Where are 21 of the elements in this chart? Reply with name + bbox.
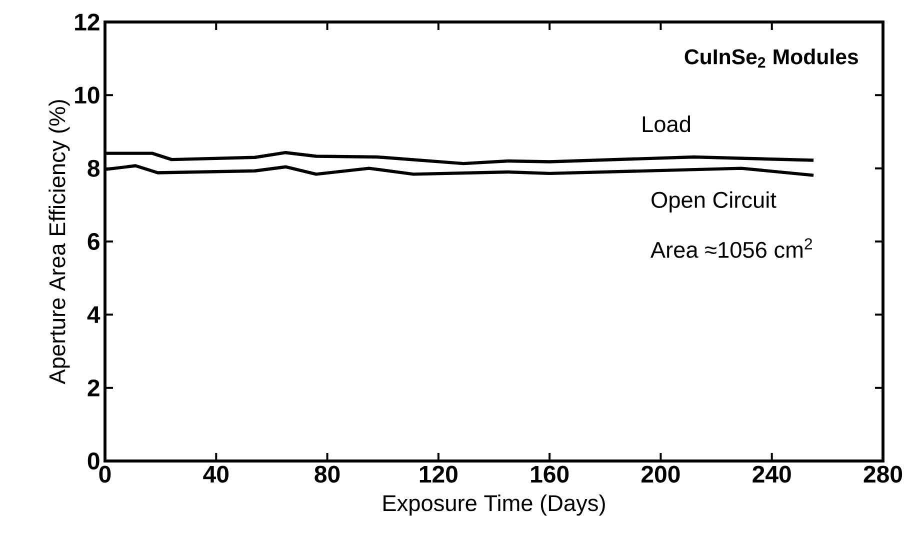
chart-title: CuInSe$_{2}$ Modules — [684, 48, 858, 68]
x-tick-label: 160 — [531, 466, 569, 483]
x-tick-label: 240 — [752, 466, 791, 483]
y-tick-label: 0 — [88, 452, 100, 470]
y-tick-label: 6 — [88, 232, 100, 250]
y-tick-label: 4 — [87, 306, 100, 323]
annotation: Area ≈1056 cm$^{2}$ — [650, 238, 812, 258]
x-tick-label: 80 — [314, 466, 340, 483]
y-tick-label: 8 — [88, 160, 100, 177]
y-tick-label: 10 — [75, 86, 100, 104]
series-label: Load — [642, 116, 690, 132]
x-tick-label: 0 — [99, 466, 111, 483]
series-label: Open Circuit — [652, 191, 776, 212]
x-tick-label: 40 — [203, 466, 228, 483]
y-tick-label: 2 — [88, 379, 100, 396]
x-tick-label: 200 — [642, 466, 680, 483]
x-tick-label: 120 — [420, 466, 458, 483]
y-axis-title: Aperture Area Efficiency (%) — [48, 100, 70, 384]
x-axis-title: Exposure Time (Days) — [384, 494, 605, 516]
x-tick-label: 280 — [864, 466, 902, 483]
y-tick-label: 12 — [75, 14, 100, 30]
